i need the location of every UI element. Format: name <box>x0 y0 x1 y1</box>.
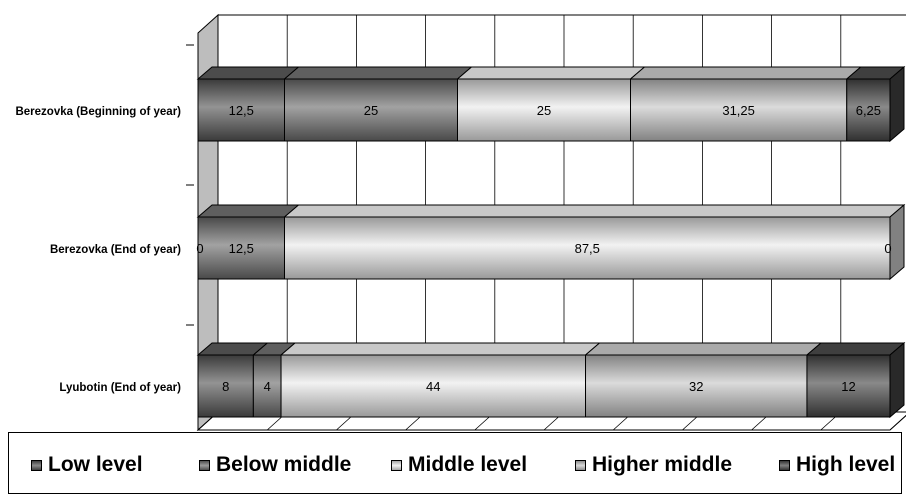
data-label: 6,25 <box>856 103 881 118</box>
bar-top-face <box>456 66 646 80</box>
bar-top-face <box>629 66 863 80</box>
legend-swatch <box>779 459 790 471</box>
bar-chart: 12,5 25 25 31,25 6,25 Berezovka (Beginning of… <box>15 13 906 432</box>
legend-swatch <box>199 459 210 471</box>
legend-item: High level <box>779 453 895 477</box>
bar-top-face <box>805 342 906 356</box>
bar-segment <box>806 354 891 418</box>
data-label: 12,5 <box>229 241 254 256</box>
data-label: 12 <box>841 379 855 394</box>
bar-end-face <box>889 341 905 419</box>
data-label: 87,5 <box>575 241 600 256</box>
legend-item: Low level <box>31 453 143 477</box>
data-label: 12,5 <box>229 103 254 118</box>
category-label: Lyubotin (End of year) <box>59 382 181 394</box>
data-label: 0 <box>196 241 203 256</box>
data-label: 8 <box>222 379 229 394</box>
bar-segment <box>197 354 254 418</box>
data-label: 31,25 <box>722 103 755 118</box>
bar-top-face <box>196 204 300 218</box>
legend-swatch <box>575 459 586 471</box>
bar-top-face <box>279 342 601 356</box>
data-label: 44 <box>426 379 440 394</box>
data-label: 4 <box>264 379 271 394</box>
bar-top-face <box>584 342 823 356</box>
floor-gridline <box>889 415 906 431</box>
data-label: 25 <box>537 103 551 118</box>
bar-end-face <box>889 203 905 281</box>
category-label: Berezovka (End of year) <box>50 244 181 256</box>
legend-item: Higher middle <box>575 453 732 477</box>
bar-segment <box>197 216 285 280</box>
bar-top-face <box>196 66 300 80</box>
bar-segment <box>197 78 285 142</box>
bar-end-face <box>889 65 905 143</box>
bar-segment <box>252 354 282 418</box>
bar-segment <box>284 78 458 142</box>
legend-swatch <box>31 459 42 471</box>
legend-label: Higher middle <box>592 453 733 476</box>
bar-segment <box>280 354 587 418</box>
legend-label: High level <box>796 453 896 476</box>
legend-label: Below middle <box>216 453 352 476</box>
bar-segment <box>630 78 848 142</box>
bar-segment <box>284 216 891 280</box>
data-label: 25 <box>364 103 378 118</box>
legend-label: Low level <box>48 453 143 476</box>
data-label: 0 <box>884 241 891 256</box>
category-label: Berezovka (Beginning of year) <box>15 106 181 118</box>
legend-swatch <box>391 459 402 471</box>
legend-label: Middle level <box>408 453 528 476</box>
bar-segment <box>585 354 808 418</box>
legend-item: Middle level <box>391 453 527 477</box>
data-label: 32 <box>689 379 703 394</box>
legend: Low level Below middle Middle level Higher … <box>8 432 902 494</box>
legend-item: Below middle <box>199 453 351 477</box>
bar-top-face <box>283 66 473 80</box>
bar-top-face <box>283 204 906 218</box>
